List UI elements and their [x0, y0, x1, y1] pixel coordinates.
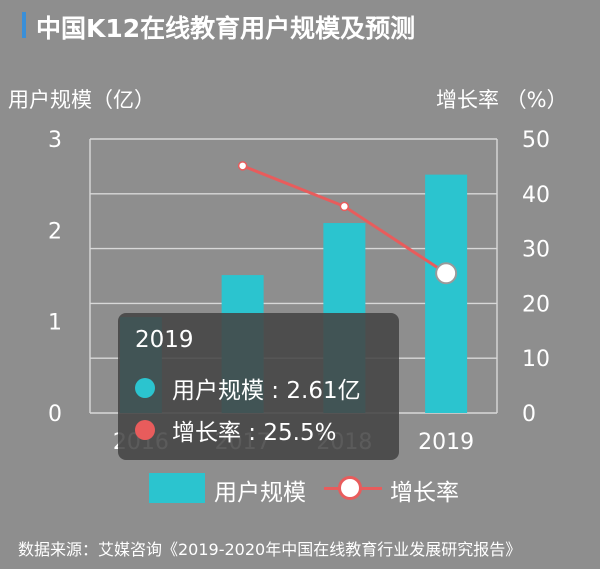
title-accent-bar	[22, 12, 26, 38]
tooltip-year: 2019	[135, 327, 194, 353]
tooltip-row-users: 用户规模 : 2.61亿	[135, 371, 361, 405]
bar-2019	[425, 174, 468, 413]
legend-line-label[interactable]: 增长率	[390, 480, 459, 506]
left-tick-label: 0	[48, 402, 62, 427]
chart-tooltip: 2019 用户规模 : 2.61亿 增长率 : 25.5%	[118, 313, 399, 460]
right-tick-label: 30	[522, 238, 550, 263]
left-tick-label: 1	[48, 311, 62, 336]
right-axis-title: 增长率 （%）	[436, 88, 568, 112]
growth-point-2018	[339, 201, 350, 212]
legend-bar-swatch[interactable]	[149, 473, 205, 503]
right-tick-label: 40	[522, 183, 550, 208]
left-axis-title: 用户规模（亿）	[8, 88, 155, 112]
legend-bar-label[interactable]: 用户规模	[214, 480, 306, 506]
source-note: 数据来源：艾媒咨询《2019-2020年中国在线教育行业发展研究报告》	[18, 540, 522, 559]
left-tick-label: 2	[48, 219, 62, 244]
right-tick-label: 10	[522, 347, 550, 372]
users-dot-icon	[135, 378, 155, 398]
growth-dot-icon	[135, 420, 155, 440]
x-tick-label: 2019	[418, 430, 474, 455]
right-tick-label: 50	[522, 128, 550, 153]
right-tick-label: 20	[522, 292, 550, 317]
growth-point-2019	[435, 262, 458, 285]
tooltip-row-growth: 增长率 : 25.5%	[135, 413, 336, 447]
right-tick-label: 0	[522, 402, 536, 427]
tooltip-users-text: 用户规模 : 2.61亿	[172, 378, 361, 404]
legend-line-marker[interactable]	[338, 476, 362, 500]
left-tick-label: 3	[48, 128, 62, 153]
chart-title: 中国K12在线教育用户规模及预测	[36, 14, 416, 43]
growth-point-2017	[237, 161, 248, 171]
tooltip-growth-text: 增长率 : 25.5%	[172, 420, 337, 446]
